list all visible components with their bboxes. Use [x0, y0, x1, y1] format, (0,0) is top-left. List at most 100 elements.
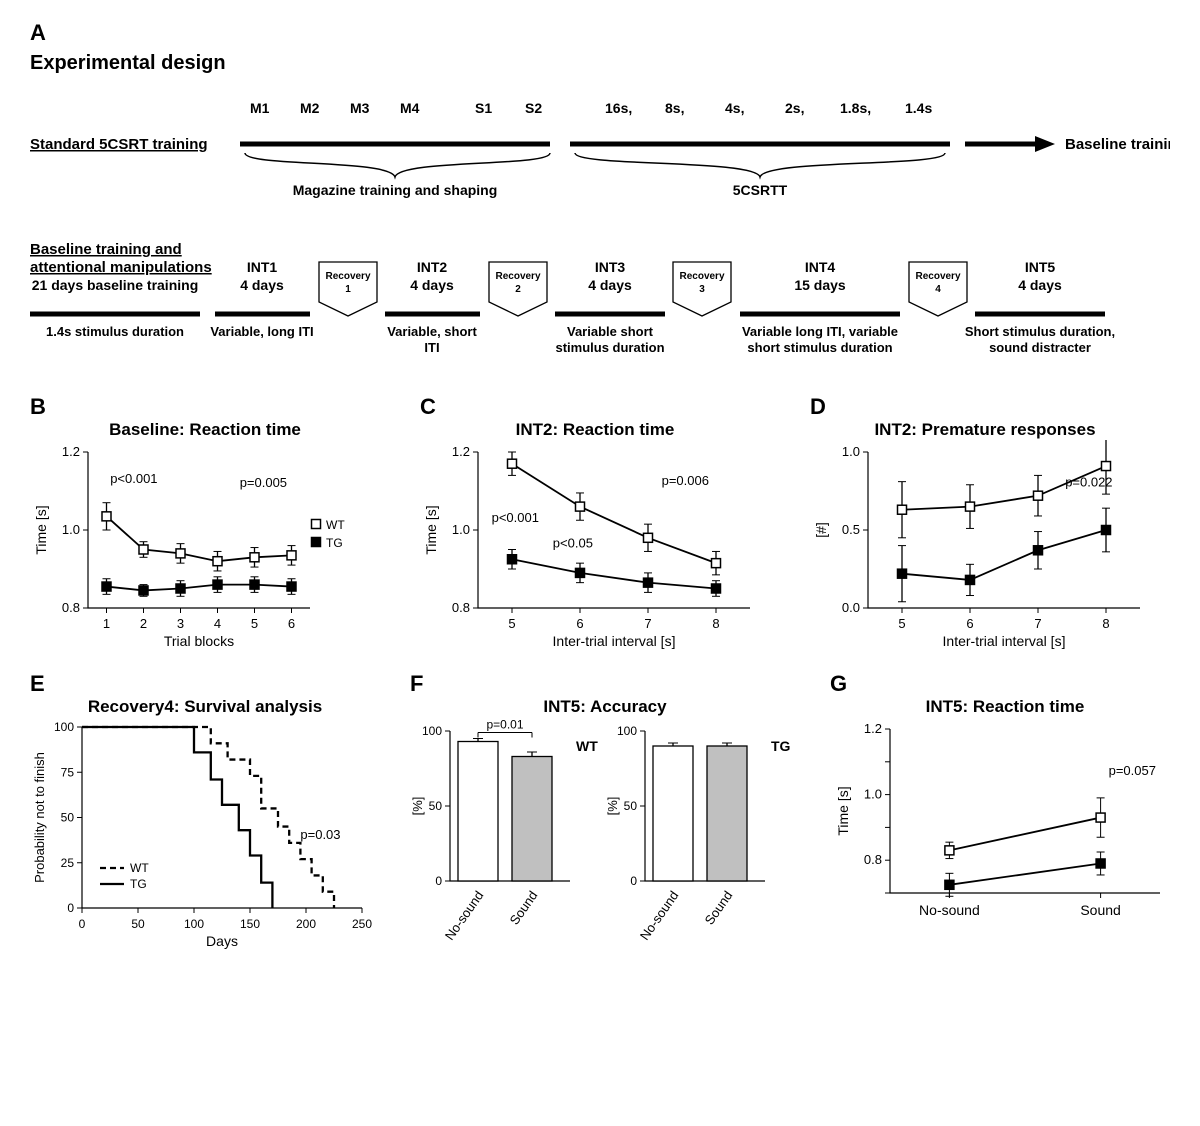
svg-text:M1: M1	[250, 100, 270, 116]
panel-e-letter: E	[30, 671, 380, 697]
panel-b-letter: B	[30, 394, 380, 420]
svg-text:Variable, long ITI: Variable, long ITI	[210, 324, 313, 339]
svg-text:[%]: [%]	[605, 797, 620, 816]
svg-text:250: 250	[352, 917, 372, 931]
svg-text:Sound: Sound	[1080, 902, 1120, 918]
svg-text:0.8: 0.8	[62, 600, 80, 615]
svg-text:Time [s]: Time [s]	[423, 505, 439, 554]
svg-text:15 days: 15 days	[794, 277, 846, 293]
svg-text:7: 7	[644, 616, 651, 631]
svg-text:1: 1	[345, 284, 351, 295]
magazine-label: Magazine training and shaping	[293, 182, 498, 198]
svg-text:INT4: INT4	[805, 259, 836, 275]
svg-text:p<0.001: p<0.001	[492, 510, 539, 525]
standard-label: Standard 5CSRT training	[30, 136, 208, 153]
svg-text:sound distracter: sound distracter	[989, 340, 1091, 355]
svg-text:p=0.005: p=0.005	[240, 475, 287, 490]
svg-text:p=0.006: p=0.006	[662, 473, 709, 488]
svg-text:4 days: 4 days	[410, 277, 454, 293]
svg-text:WT: WT	[130, 861, 149, 875]
svg-text:1.0: 1.0	[452, 522, 470, 537]
svg-text:Sound: Sound	[507, 888, 541, 927]
panel-g: G INT5: Reaction time 0.81.01.2No-soundS…	[830, 671, 1180, 932]
svg-text:6: 6	[576, 616, 583, 631]
panel-a-heading: Experimental design	[30, 52, 1170, 75]
svg-text:p<0.05: p<0.05	[553, 536, 593, 551]
svg-text:6: 6	[288, 616, 295, 631]
svg-text:1.4s: 1.4s	[905, 100, 932, 116]
svg-text:4 days: 4 days	[588, 277, 632, 293]
panel-c-chart: 0.81.01.25678Inter-trial interval [s]Tim…	[420, 440, 770, 650]
svg-text:4: 4	[935, 284, 941, 295]
panel-e-title: Recovery4: Survival analysis	[30, 697, 380, 717]
svg-text:Sound: Sound	[702, 888, 736, 927]
svg-text:1.0: 1.0	[864, 787, 882, 802]
svg-text:8: 8	[712, 616, 719, 631]
svg-text:WT: WT	[326, 518, 345, 532]
panel-c-title: INT2: Reaction time	[420, 420, 770, 440]
svg-text:INT3: INT3	[595, 259, 626, 275]
svg-text:Variable, short: Variable, short	[387, 324, 477, 339]
panel-e-chart: 0255075100050100150200250DaysProbability…	[30, 717, 380, 952]
svg-text:1.4s stimulus duration: 1.4s stimulus duration	[46, 324, 184, 339]
svg-text:No-sound: No-sound	[919, 902, 980, 918]
svg-text:INT1: INT1	[247, 259, 278, 275]
svg-text:Short stimulus duration,: Short stimulus duration,	[965, 324, 1115, 339]
svg-text:7: 7	[1034, 616, 1041, 631]
svg-text:2: 2	[515, 284, 521, 295]
panel-d-letter: D	[810, 394, 1160, 420]
baseline-training-text: Baseline training	[1065, 136, 1170, 153]
svg-text:0.0: 0.0	[842, 600, 860, 615]
svg-text:WT: WT	[576, 738, 598, 754]
panel-f-title: INT5: Accuracy	[410, 697, 800, 717]
svg-text:TG: TG	[326, 536, 343, 550]
panel-d-chart: 0.00.51.05678Inter-trial interval [s][#]…	[810, 440, 1160, 650]
svg-text:p=0.057: p=0.057	[1109, 763, 1156, 778]
svg-text:100: 100	[422, 724, 442, 738]
svg-text:S1: S1	[475, 100, 492, 116]
svg-text:50: 50	[131, 917, 145, 931]
svg-text:Baseline training andattention: Baseline training andattentional manipul…	[30, 241, 212, 276]
svg-text:150: 150	[240, 917, 260, 931]
svg-text:0.8: 0.8	[864, 852, 882, 867]
panel-d-title: INT2: Premature responses	[810, 420, 1160, 440]
svg-text:2s,: 2s,	[785, 100, 804, 116]
svg-text:100: 100	[54, 720, 74, 734]
svg-text:1: 1	[103, 616, 110, 631]
svg-text:M4: M4	[400, 100, 420, 116]
svg-text:TG: TG	[771, 738, 791, 754]
svg-text:Time [s]: Time [s]	[835, 786, 851, 835]
svg-text:S2: S2	[525, 100, 542, 116]
svg-text:Variable long ITI, variable: Variable long ITI, variable	[742, 324, 898, 339]
svg-text:100: 100	[184, 917, 204, 931]
svg-text:0: 0	[67, 901, 74, 915]
svg-text:Days: Days	[206, 933, 238, 949]
svg-text:Inter-trial interval [s]: Inter-trial interval [s]	[943, 633, 1066, 649]
panel-c-letter: C	[420, 394, 770, 420]
svg-text:0: 0	[435, 874, 442, 888]
svg-text:[%]: [%]	[410, 797, 425, 816]
svg-text:50: 50	[61, 811, 75, 825]
panel-d: D INT2: Premature responses 0.00.51.0567…	[810, 394, 1160, 655]
svg-text:0.8: 0.8	[452, 600, 470, 615]
svg-text:4s,: 4s,	[725, 100, 744, 116]
svg-text:1.2: 1.2	[452, 444, 470, 459]
svg-text:200: 200	[296, 917, 316, 931]
svg-text:M2: M2	[300, 100, 320, 116]
svg-text:1.8s,: 1.8s,	[840, 100, 871, 116]
svg-text:Time [s]: Time [s]	[33, 505, 49, 554]
svg-text:21 days baseline training: 21 days baseline training	[32, 277, 199, 293]
svg-text:[#]: [#]	[813, 522, 829, 538]
svg-text:INT2: INT2	[417, 259, 448, 275]
panel-b-title: Baseline: Reaction time	[30, 420, 380, 440]
svg-text:2: 2	[140, 616, 147, 631]
panel-f-letter: F	[410, 671, 800, 697]
svg-text:p=0.022: p=0.022	[1065, 474, 1112, 489]
svg-text:1.0: 1.0	[62, 522, 80, 537]
svg-text:4 days: 4 days	[240, 277, 284, 293]
svg-text:8s,: 8s,	[665, 100, 684, 116]
svg-text:stimulus duration: stimulus duration	[555, 340, 664, 355]
svg-text:Probability not to finish: Probability not to finish	[32, 752, 47, 883]
svg-text:6: 6	[966, 616, 973, 631]
panel-g-letter: G	[830, 671, 1180, 697]
